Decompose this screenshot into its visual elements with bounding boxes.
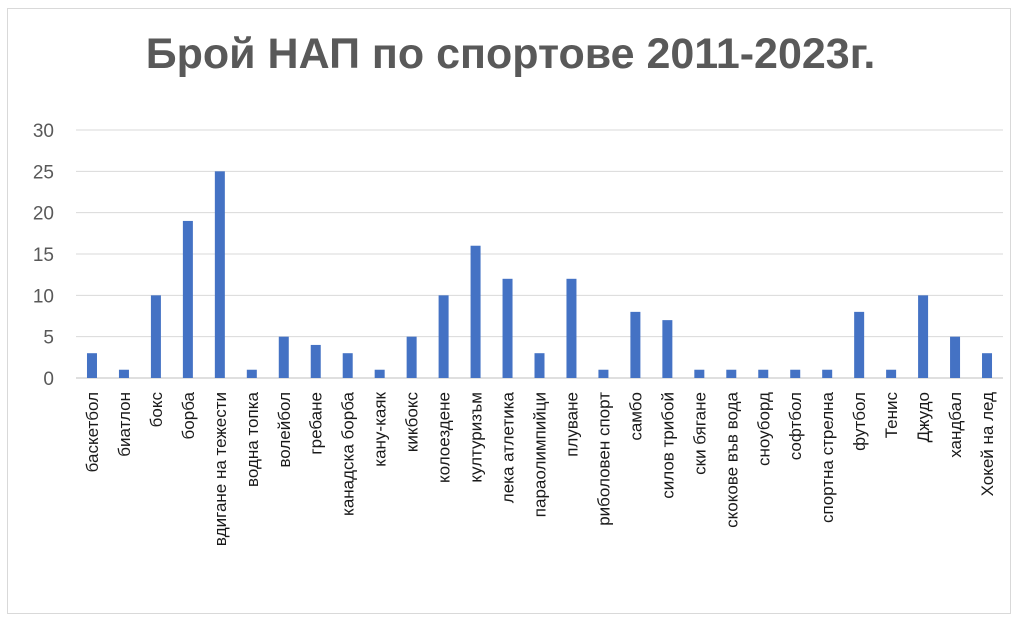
y-tick-label: 20 (33, 204, 54, 225)
x-tick-label: риболовен спорт (594, 392, 613, 526)
bar-7 (310, 344, 321, 378)
bar-24 (854, 311, 865, 378)
x-tick-label: силов трибой (658, 392, 677, 499)
bar-19 (694, 369, 705, 378)
bar-series (86, 171, 993, 378)
x-tick-label: колоездене (435, 392, 454, 483)
bar-26 (918, 295, 929, 378)
y-tick-label: 10 (33, 286, 54, 307)
x-tick-label: борба (179, 391, 198, 439)
x-tick-label: Хокей на лед (978, 392, 997, 496)
bar-12 (470, 245, 481, 378)
bar-1 (118, 369, 129, 378)
x-tick-label: параолимпийци (531, 392, 550, 517)
x-tick-label: софтбол (786, 392, 805, 460)
bar-11 (438, 295, 449, 378)
y-tick-label: 5 (43, 328, 54, 349)
x-tick-label: биатлон (115, 392, 134, 457)
bar-5 (246, 369, 257, 378)
bar-20 (726, 369, 737, 378)
y-axis: 0 5 10 15 20 25 30 (33, 121, 54, 390)
x-tick-label: културизъм (467, 392, 486, 483)
bar-8 (342, 353, 353, 378)
bar-13 (502, 278, 513, 378)
x-tick-label: волейбол (275, 392, 294, 468)
x-tick-label: спортна стрелна (818, 391, 837, 523)
bar-21 (758, 369, 769, 378)
x-tick-label: Джудо (914, 392, 933, 442)
bar-2 (150, 295, 161, 378)
y-tick-label: 15 (33, 245, 54, 266)
chart-title: Брой НАП по спортове 2011-2023г. (145, 30, 876, 78)
x-tick-label: гребане (307, 392, 326, 455)
x-tick-label: кикбокс (403, 392, 422, 453)
bar-3 (182, 220, 193, 378)
bar-14 (534, 353, 545, 378)
x-tick-label: кану-каяк (371, 391, 390, 466)
y-tick-label: 0 (43, 369, 54, 390)
x-tick-label: плуване (562, 392, 581, 457)
x-tick-label: сноуборд (754, 392, 773, 466)
x-axis: баскетбол биатлон бокс борба вдигане на теже… (83, 391, 997, 546)
x-tick-label: бокс (147, 392, 166, 428)
x-tick-label: лека атлетика (499, 391, 518, 503)
x-tick-label: Тенис (882, 392, 901, 439)
x-tick-label: канадска борба (339, 391, 358, 516)
bar-28 (982, 353, 993, 378)
x-tick-label: хандбал (946, 392, 965, 458)
x-tick-label: баскетбол (83, 392, 102, 472)
bar-27 (950, 336, 961, 378)
bar-15 (566, 278, 577, 378)
bar-6 (278, 336, 289, 378)
gridlines (76, 129, 1003, 379)
x-tick-label: скокове във вода (722, 391, 741, 527)
x-tick-label: самбо (626, 392, 645, 441)
x-tick-label: вдигане на тежести (211, 392, 230, 546)
bar-17 (630, 311, 641, 378)
x-tick-label: ски бягане (690, 392, 709, 475)
bar-22 (790, 369, 801, 378)
x-tick-label: водна топка (243, 391, 262, 486)
bar-9 (374, 369, 385, 378)
bar-23 (822, 369, 833, 378)
bar-25 (886, 369, 897, 378)
bar-16 (598, 369, 609, 378)
y-tick-label: 30 (33, 121, 54, 142)
bar-10 (406, 336, 417, 378)
y-tick-label: 25 (33, 162, 54, 183)
bar-0 (86, 353, 97, 378)
bar-18 (662, 320, 673, 378)
x-tick-label: футбол (850, 392, 869, 451)
bar-4 (214, 171, 225, 378)
